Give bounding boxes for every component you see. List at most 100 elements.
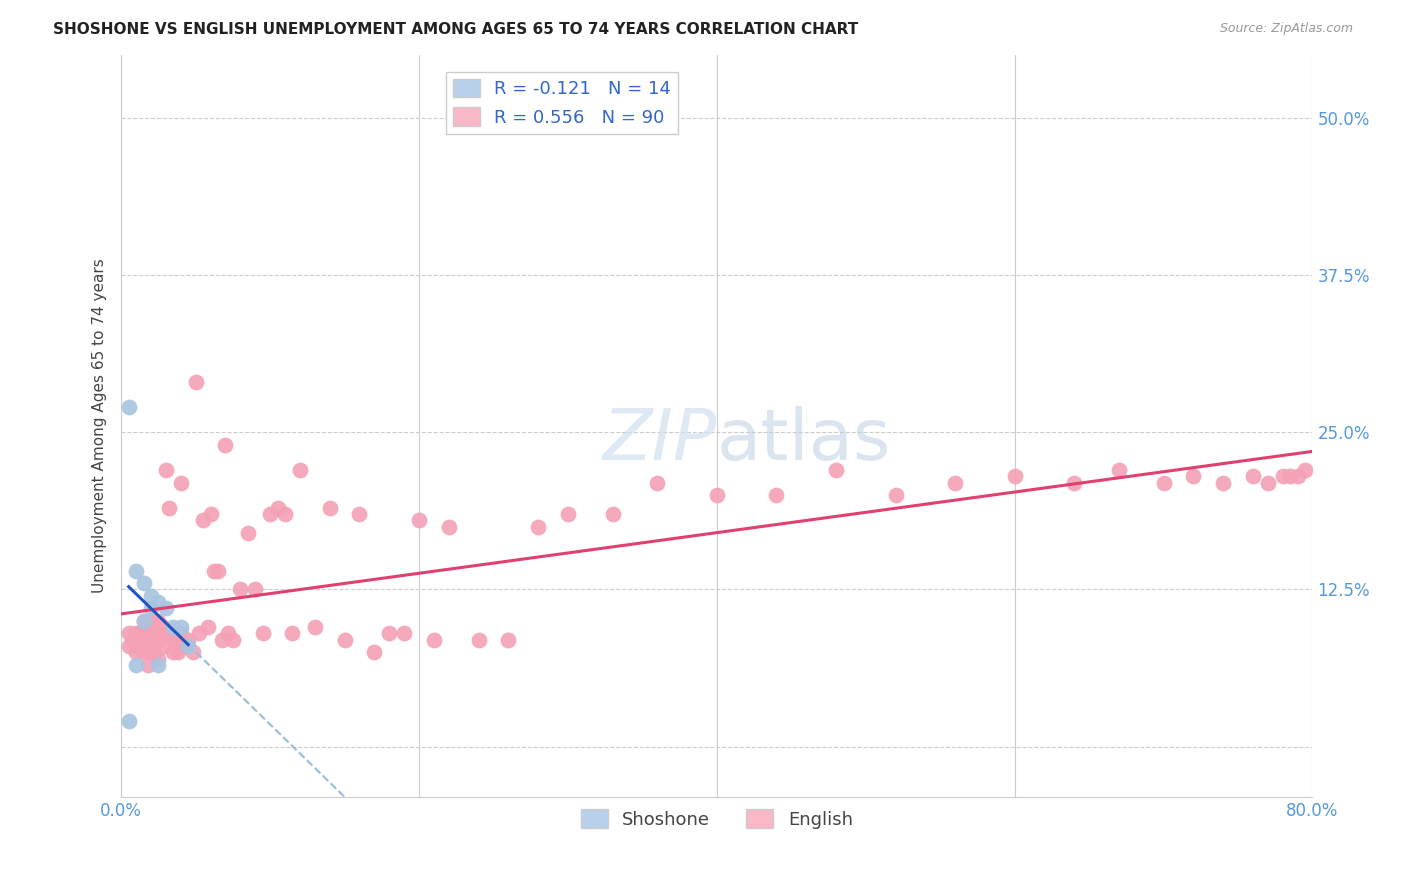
Point <box>139 589 162 603</box>
Point <box>157 500 180 515</box>
Point <box>527 519 550 533</box>
Point <box>166 645 188 659</box>
Point <box>132 614 155 628</box>
Point <box>155 626 177 640</box>
Text: SHOSHONE VS ENGLISH UNEMPLOYMENT AMONG AGES 65 TO 74 YEARS CORRELATION CHART: SHOSHONE VS ENGLISH UNEMPLOYMENT AMONG A… <box>53 22 859 37</box>
Point <box>148 595 170 609</box>
Point <box>148 614 170 628</box>
Point <box>333 632 356 647</box>
Point <box>132 614 155 628</box>
Point <box>122 632 145 647</box>
Point <box>170 620 193 634</box>
Point <box>363 645 385 659</box>
Point <box>274 507 297 521</box>
Point <box>148 657 170 672</box>
Legend: Shoshone, English: Shoshone, English <box>574 802 860 836</box>
Point <box>166 632 188 647</box>
Point <box>229 582 252 597</box>
Point <box>118 626 141 640</box>
Point <box>1108 463 1130 477</box>
Point <box>118 639 141 653</box>
Point <box>152 620 174 634</box>
Point <box>1153 475 1175 490</box>
Point <box>139 626 162 640</box>
Point <box>408 513 430 527</box>
Point <box>143 645 166 659</box>
Point <box>884 488 907 502</box>
Point <box>1279 469 1302 483</box>
Point <box>467 632 489 647</box>
Point <box>125 626 148 640</box>
Point <box>1212 475 1234 490</box>
Point <box>349 507 371 521</box>
Point <box>177 632 200 647</box>
Point <box>125 657 148 672</box>
Point <box>136 620 159 634</box>
Point <box>423 632 446 647</box>
Point <box>217 626 239 640</box>
Point <box>148 651 170 665</box>
Point <box>236 525 259 540</box>
Point <box>148 632 170 647</box>
Point <box>1271 469 1294 483</box>
Point <box>155 601 177 615</box>
Point <box>177 639 200 653</box>
Point <box>222 632 245 647</box>
Point <box>1182 469 1205 483</box>
Point <box>259 507 281 521</box>
Point <box>202 564 225 578</box>
Point <box>173 639 195 653</box>
Point <box>125 632 148 647</box>
Point <box>245 582 267 597</box>
Point <box>765 488 787 502</box>
Point <box>318 500 340 515</box>
Point <box>706 488 728 502</box>
Text: ZIP: ZIP <box>602 406 717 475</box>
Point <box>1294 463 1316 477</box>
Point <box>125 645 148 659</box>
Point <box>170 626 193 640</box>
Point <box>1286 469 1309 483</box>
Point <box>645 475 668 490</box>
Point <box>557 507 579 521</box>
Point <box>128 639 150 653</box>
Point <box>392 626 415 640</box>
Point <box>1257 475 1279 490</box>
Point <box>187 626 209 640</box>
Point <box>211 632 233 647</box>
Point <box>378 626 401 640</box>
Y-axis label: Unemployment Among Ages 65 to 74 years: Unemployment Among Ages 65 to 74 years <box>93 259 107 593</box>
Point <box>132 632 155 647</box>
Point <box>266 500 288 515</box>
Point <box>139 645 162 659</box>
Point <box>132 576 155 591</box>
Point <box>288 463 311 477</box>
Text: Source: ZipAtlas.com: Source: ZipAtlas.com <box>1219 22 1353 36</box>
Point <box>825 463 848 477</box>
Point <box>252 626 274 640</box>
Point <box>200 507 222 521</box>
Point <box>143 626 166 640</box>
Point <box>139 614 162 628</box>
Point <box>152 639 174 653</box>
Point <box>128 626 150 640</box>
Point <box>118 400 141 414</box>
Point <box>207 564 229 578</box>
Point <box>181 645 204 659</box>
Point <box>304 620 326 634</box>
Point <box>184 375 207 389</box>
Point <box>132 645 155 659</box>
Point <box>214 438 236 452</box>
Point <box>498 632 520 647</box>
Point <box>162 620 184 634</box>
Point <box>136 657 159 672</box>
Point <box>162 645 184 659</box>
Point <box>125 564 148 578</box>
Point <box>1241 469 1264 483</box>
Point <box>281 626 304 640</box>
Point <box>1063 475 1085 490</box>
Point <box>162 632 184 647</box>
Point <box>170 475 193 490</box>
Point <box>197 620 219 634</box>
Point <box>943 475 966 490</box>
